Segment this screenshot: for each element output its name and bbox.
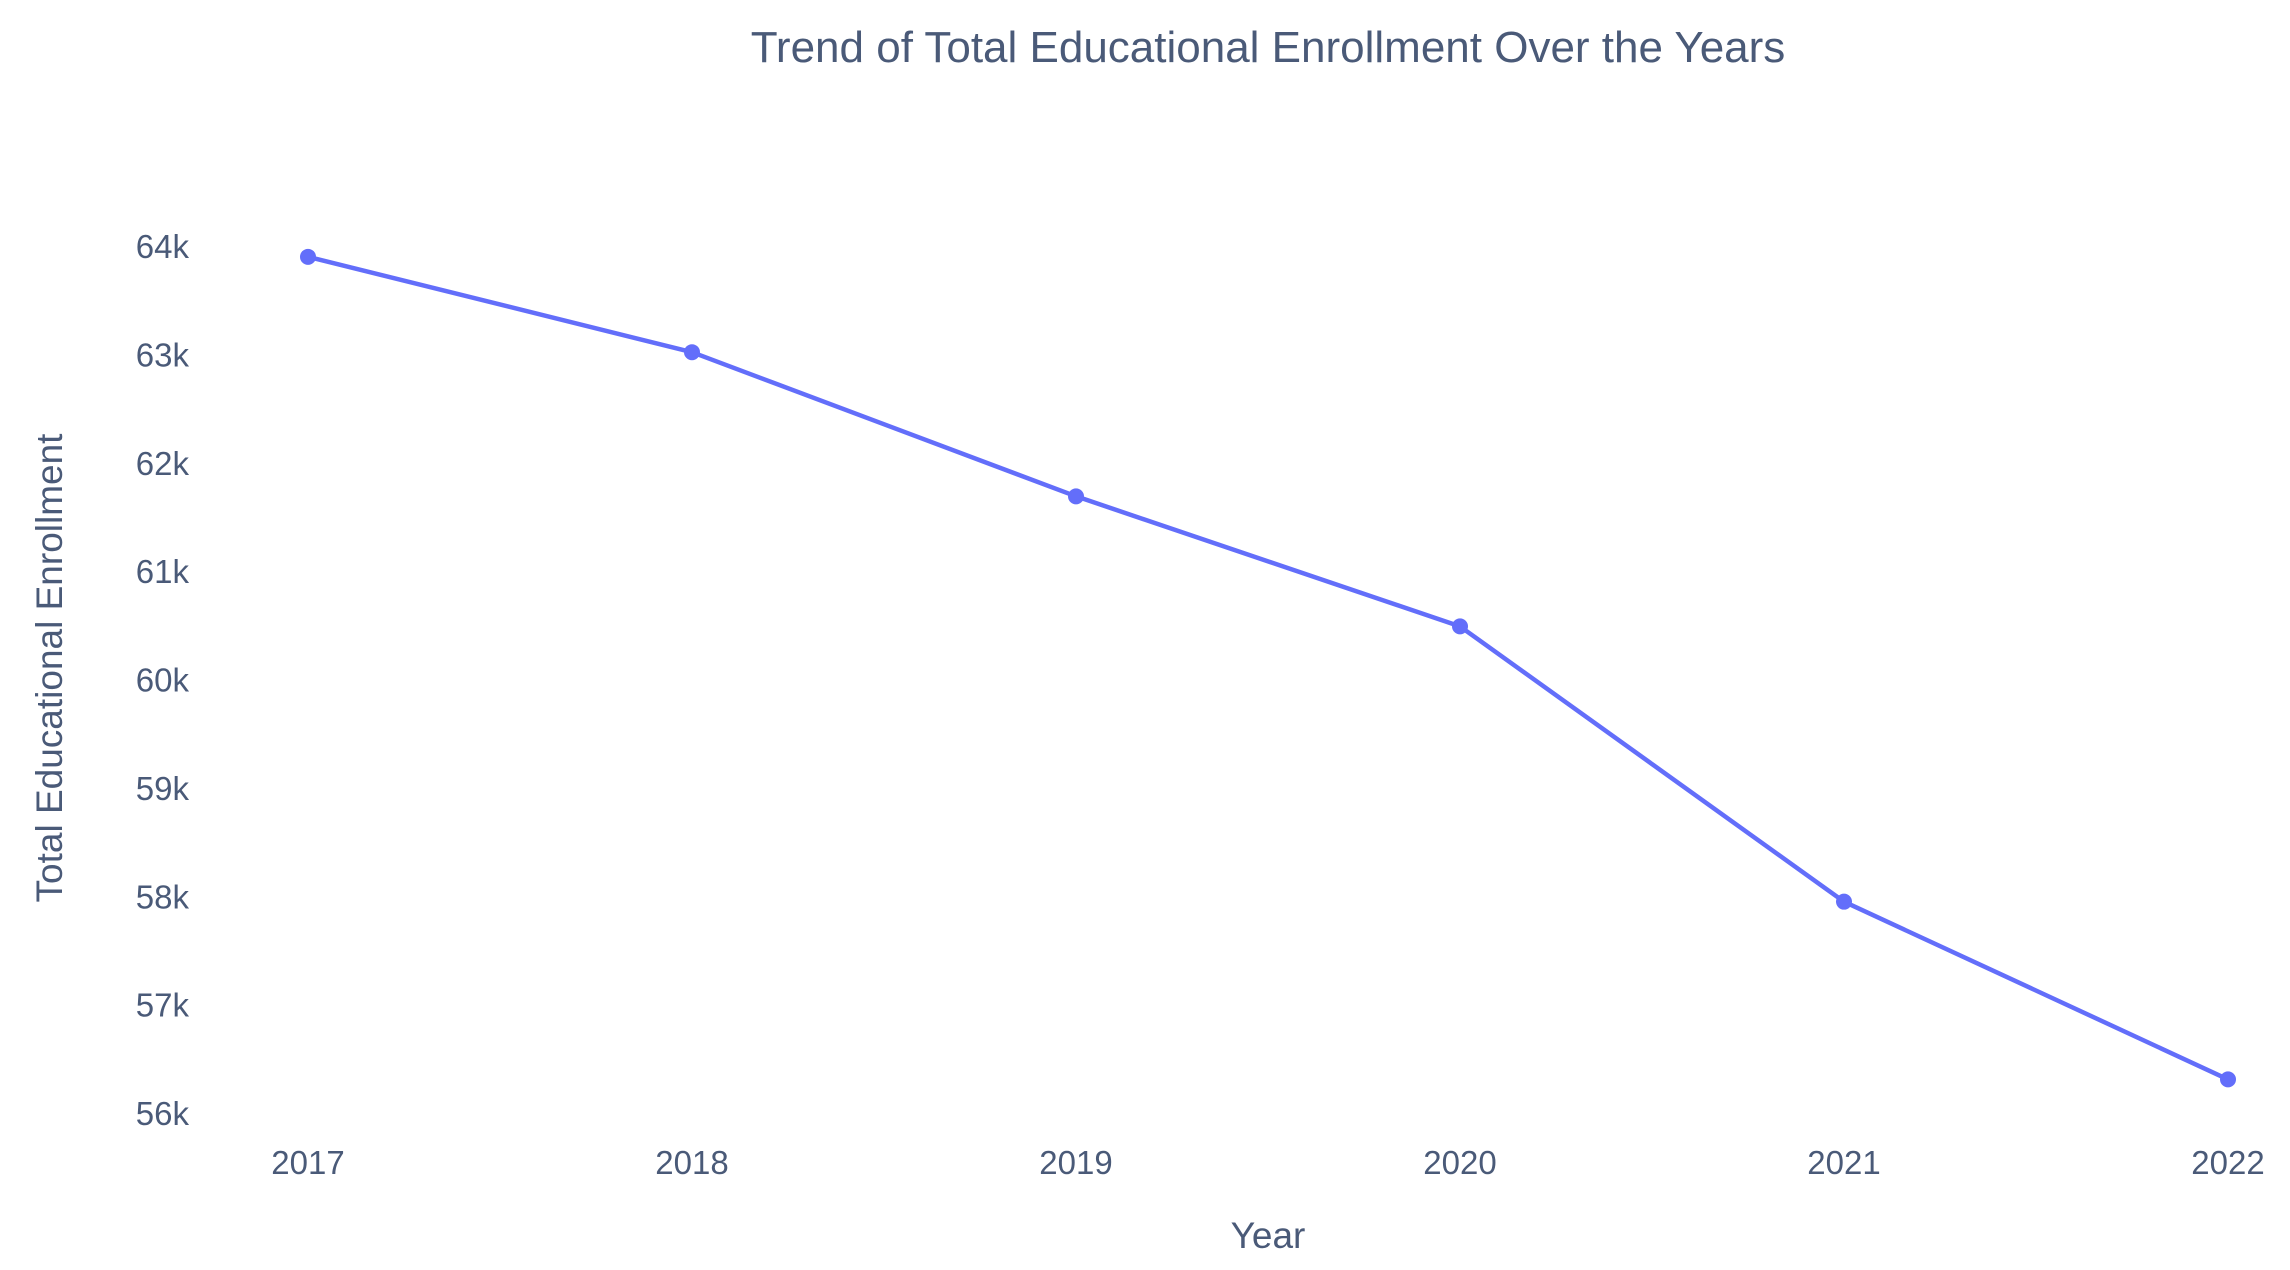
- chart-title: Trend of Total Educational Enrollment Ov…: [751, 23, 1786, 72]
- x-tick-label: 2022: [2191, 1144, 2264, 1181]
- y-axis-ticks: 56k 57k 58k 59k 60k 61k 62k 63k 64k: [136, 228, 190, 1132]
- y-axis-title: Total Educational Enrollment: [29, 433, 70, 903]
- y-tick-label: 58k: [136, 878, 190, 915]
- y-tick-label: 64k: [136, 228, 190, 265]
- series-line: [305, 254, 2231, 1082]
- x-tick-label: 2017: [271, 1144, 344, 1181]
- y-tick-label: 60k: [136, 662, 190, 699]
- x-axis-ticks: 2017 2018 2019 2020 2021 2022: [271, 1144, 2264, 1181]
- y-tick-label: 59k: [136, 770, 190, 807]
- y-tick-label: 57k: [136, 987, 190, 1024]
- plot-area: [300, 248, 2236, 1088]
- y-tick-label: 63k: [136, 336, 190, 373]
- data-point: [684, 344, 700, 361]
- x-tick-label: 2020: [1423, 1144, 1496, 1181]
- data-point: [2220, 1071, 2236, 1088]
- y-tick-label: 61k: [136, 553, 190, 590]
- x-tick-label: 2019: [1039, 1144, 1112, 1181]
- data-point: [1068, 488, 1084, 505]
- x-tick-label: 2021: [1807, 1144, 1880, 1181]
- x-axis-title: Year: [1231, 1215, 1306, 1256]
- data-point: [300, 248, 316, 265]
- y-tick-label: 56k: [136, 1095, 190, 1132]
- x-tick-label: 2018: [655, 1144, 728, 1181]
- y-tick-label: 62k: [136, 445, 190, 482]
- data-point: [1836, 893, 1852, 910]
- data-point: [1452, 618, 1468, 635]
